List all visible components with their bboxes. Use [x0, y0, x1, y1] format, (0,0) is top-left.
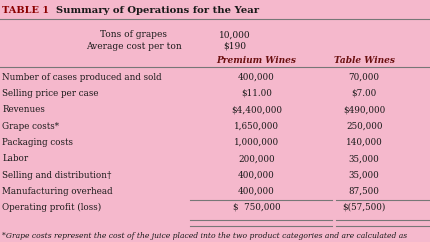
Text: $(57,500): $(57,500): [342, 203, 385, 212]
Text: Number of cases produced and sold: Number of cases produced and sold: [2, 73, 161, 82]
Text: Premium Wines: Premium Wines: [216, 56, 296, 65]
Text: 140,000: 140,000: [345, 138, 382, 147]
Text: $190: $190: [223, 42, 246, 51]
Text: 400,000: 400,000: [237, 171, 274, 180]
Text: 200,000: 200,000: [238, 154, 274, 163]
Text: 35,000: 35,000: [348, 171, 379, 180]
Text: Average cost per ton: Average cost per ton: [86, 42, 181, 51]
Text: Tons of grapes: Tons of grapes: [100, 30, 167, 39]
Text: *Grape costs represent the cost of the juice placed into the two product categor: *Grape costs represent the cost of the j…: [2, 232, 406, 240]
Text: 70,000: 70,000: [348, 73, 379, 82]
Text: Operating profit (loss): Operating profit (loss): [2, 203, 101, 212]
Text: $11.00: $11.00: [240, 89, 271, 98]
Text: 87,500: 87,500: [348, 187, 379, 196]
Text: TABLE 1: TABLE 1: [2, 6, 49, 15]
Text: Selling price per case: Selling price per case: [2, 89, 98, 98]
Text: Grape costs*: Grape costs*: [2, 122, 59, 131]
Text: Packaging costs: Packaging costs: [2, 138, 73, 147]
Text: 1,000,000: 1,000,000: [233, 138, 278, 147]
Text: Labor: Labor: [2, 154, 28, 163]
Text: 10,000: 10,000: [218, 30, 250, 39]
Text: Revenues: Revenues: [2, 105, 45, 114]
Text: Summary of Operations for the Year: Summary of Operations for the Year: [56, 6, 258, 15]
Text: 1,650,000: 1,650,000: [233, 122, 278, 131]
Text: $4,400,000: $4,400,000: [230, 105, 281, 114]
Text: $  750,000: $ 750,000: [232, 203, 280, 212]
Text: 250,000: 250,000: [345, 122, 381, 131]
Text: $7.00: $7.00: [351, 89, 376, 98]
Text: $490,000: $490,000: [342, 105, 384, 114]
Text: 400,000: 400,000: [237, 73, 274, 82]
Text: Selling and distribution†: Selling and distribution†: [2, 171, 111, 180]
Text: 35,000: 35,000: [348, 154, 379, 163]
Text: Manufacturing overhead: Manufacturing overhead: [2, 187, 113, 196]
Text: 400,000: 400,000: [237, 187, 274, 196]
Text: Table Wines: Table Wines: [333, 56, 394, 65]
